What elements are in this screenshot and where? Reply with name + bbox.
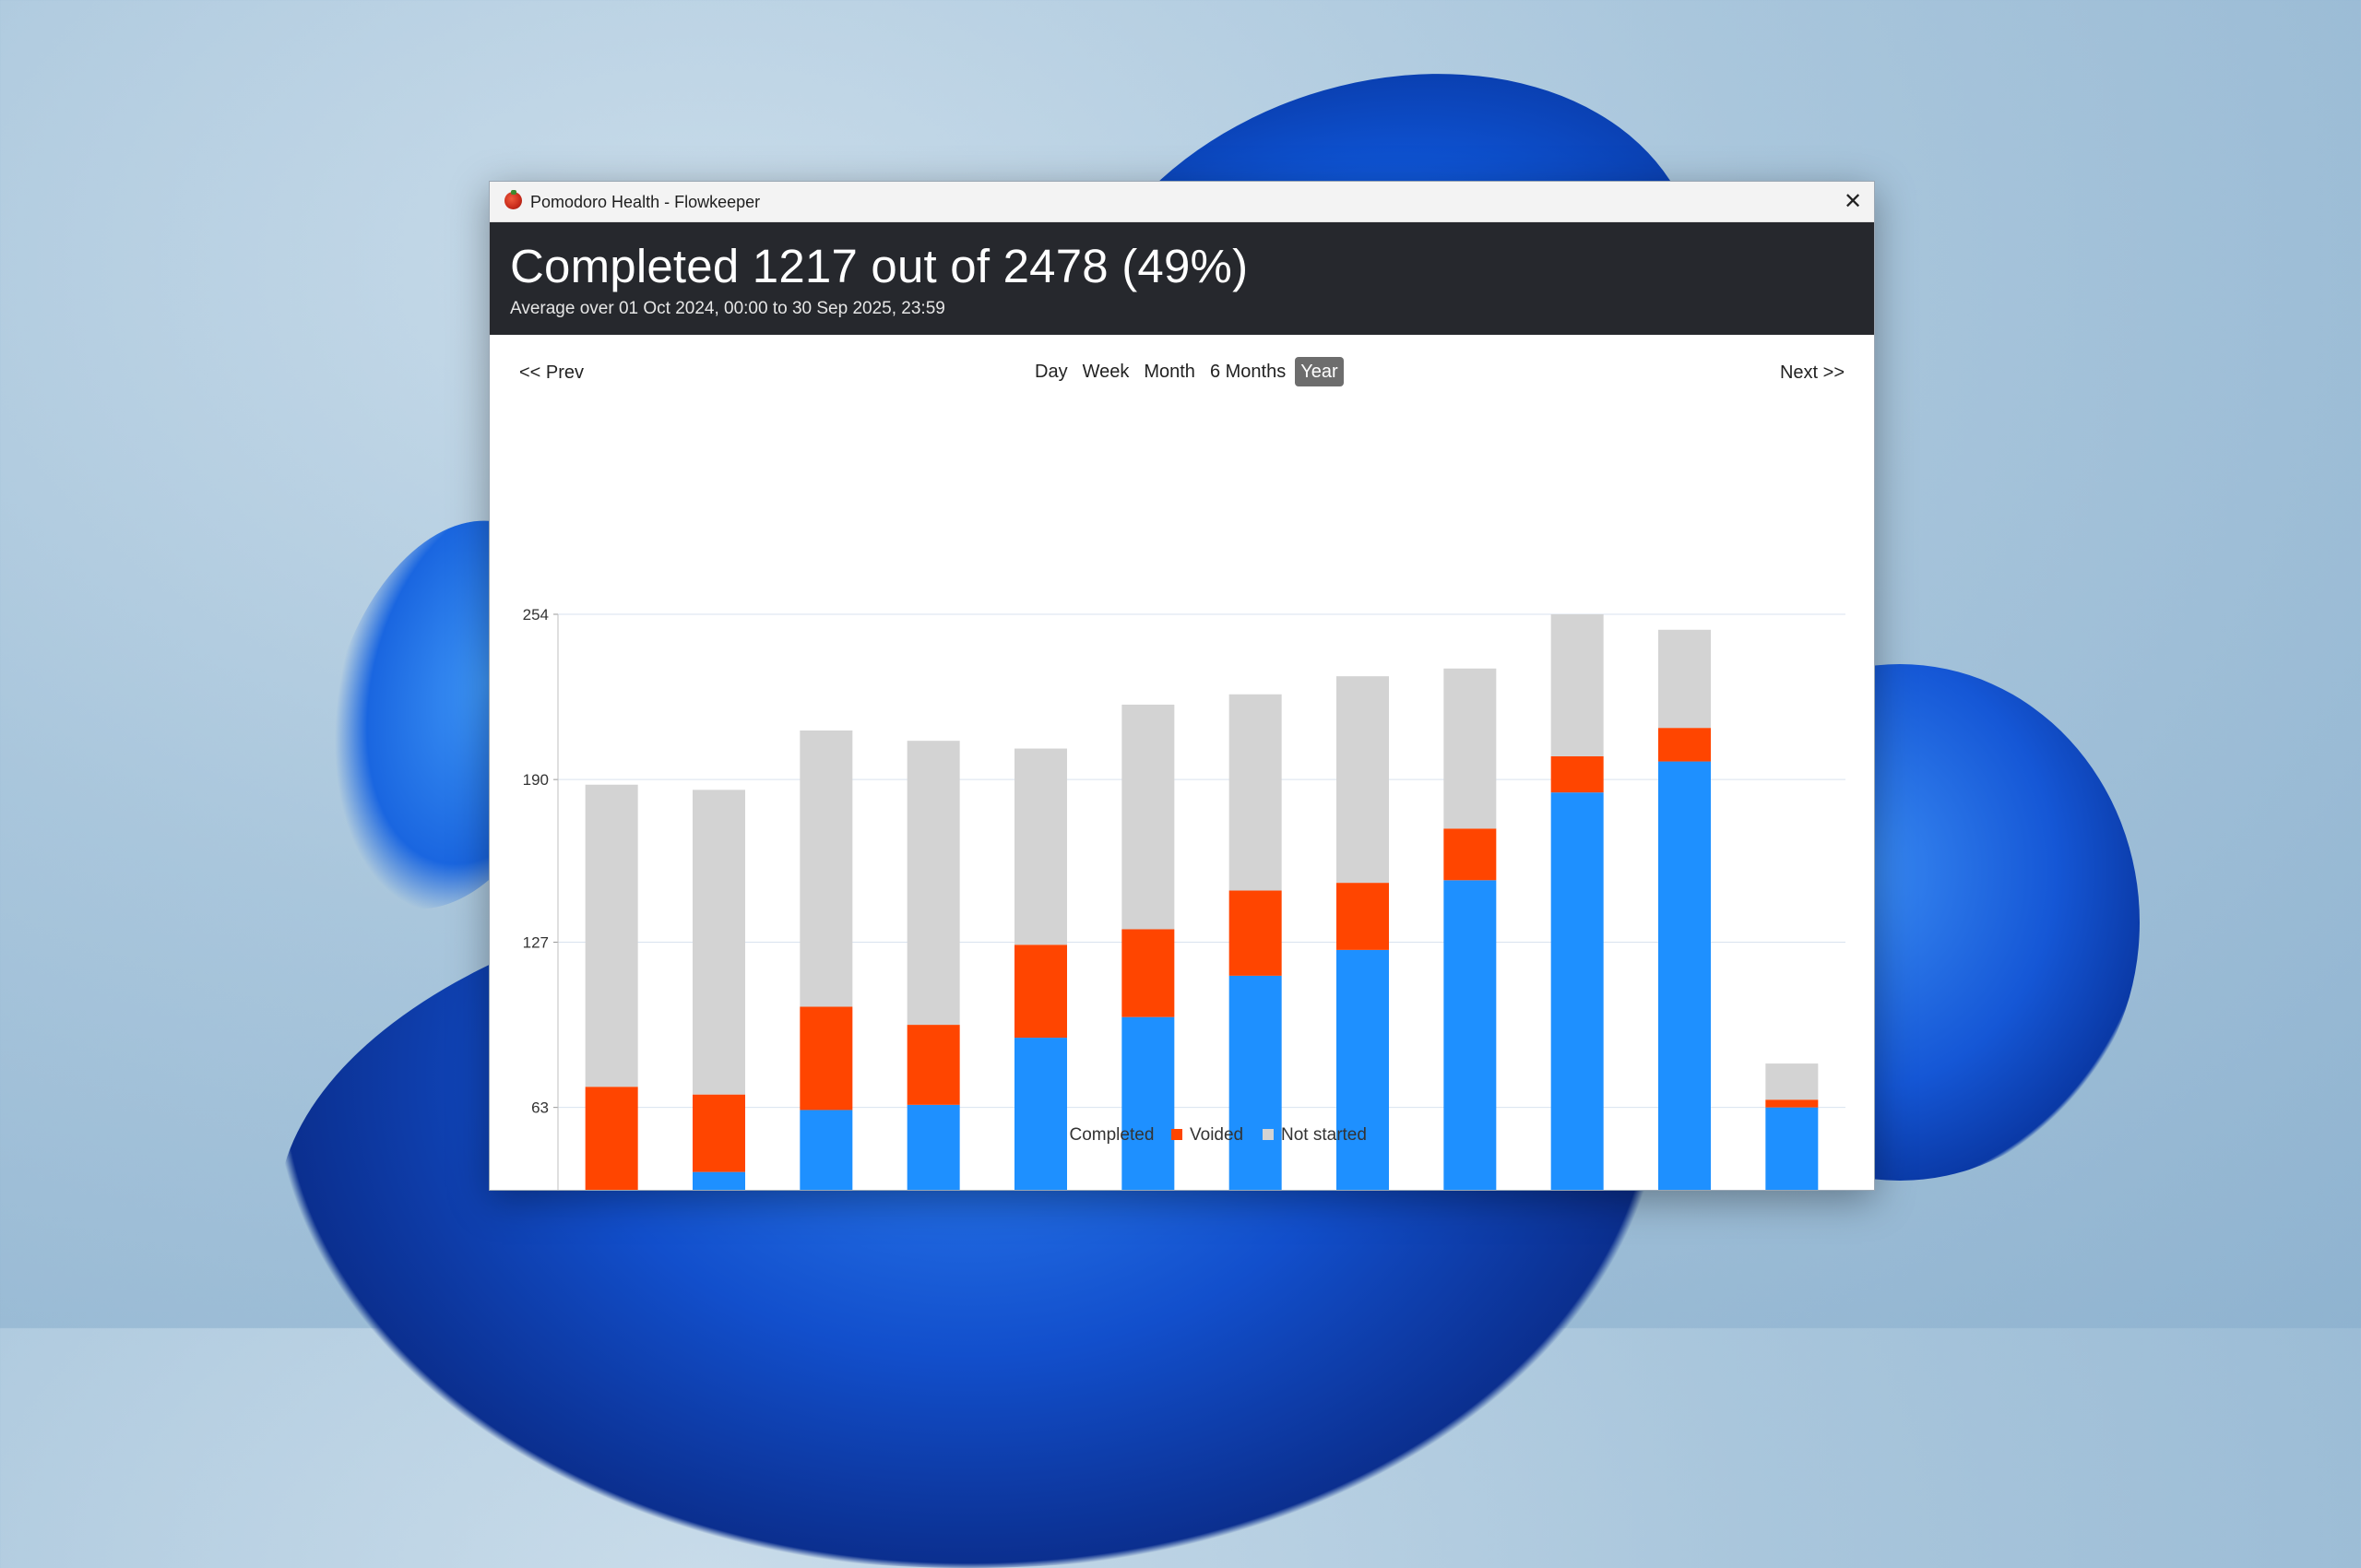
bar-completed <box>1228 975 1282 1270</box>
chart-area: 063127190254OctNovDecJanFebMarAprMayJunJ… <box>490 398 1874 1298</box>
bar-voided <box>1228 890 1282 976</box>
bar-voided <box>1550 755 1604 793</box>
period-navigation: << Prev Day Week Month 6 Months Year Nex… <box>490 335 1874 399</box>
bar-voided <box>1336 883 1389 950</box>
period-month[interactable]: Month <box>1144 362 1195 382</box>
summary-header: Completed 1217 out of 2478 (49%) Average… <box>490 222 1874 335</box>
legend-label: Voided <box>1190 1125 1243 1145</box>
period-year[interactable]: Year <box>1295 357 1344 386</box>
bar-not-started <box>1228 694 1282 891</box>
legend-swatch <box>1263 1129 1274 1140</box>
bar-not-started <box>1658 629 1711 729</box>
bar-completed <box>907 1104 960 1270</box>
title-bar[interactable]: Pomodoro Health - Flowkeeper ✕ <box>490 182 1874 222</box>
bar-completed <box>1014 1038 1067 1270</box>
bar-completed <box>693 1171 745 1270</box>
period-week[interactable]: Week <box>1082 362 1130 382</box>
bar-completed <box>1550 792 1604 1270</box>
legend-label: Not started <box>1281 1125 1367 1145</box>
bar-completed <box>800 1110 853 1270</box>
bar-voided <box>1658 728 1711 762</box>
bar-voided <box>800 1006 853 1111</box>
bar-completed <box>1336 949 1389 1270</box>
period-selector: Day Week Month 6 Months Year <box>1029 357 1344 386</box>
tomato-app-icon <box>504 190 522 209</box>
legend-swatch <box>1171 1129 1182 1140</box>
close-button[interactable]: ✕ <box>1843 189 1863 214</box>
bar-not-started <box>1443 668 1497 829</box>
prev-button[interactable]: << Prev <box>519 362 585 383</box>
app-window: Pomodoro Health - Flowkeeper ✕ Completed… <box>489 181 1875 1298</box>
stacked-bar-chart: 063127190254OctNovDecJanFebMarAprMayJunJ… <box>523 606 1845 1298</box>
y-tick-label: 127 <box>523 934 549 952</box>
period-day[interactable]: Day <box>1035 362 1068 382</box>
bar-not-started <box>907 741 960 1026</box>
bar-not-started <box>585 784 638 1087</box>
bar-completed <box>1658 761 1711 1270</box>
y-tick-label: 254 <box>523 606 549 624</box>
bar-voided <box>1121 929 1175 1017</box>
y-tick-label: 63 <box>531 1099 549 1117</box>
bar-not-started <box>1336 676 1389 884</box>
bar-not-started <box>693 790 745 1095</box>
bar-completed <box>1121 1016 1175 1270</box>
window-title: Pomodoro Health - Flowkeeper <box>530 193 761 211</box>
legend-label: Completed <box>1070 1125 1155 1145</box>
next-button[interactable]: Next >> <box>1779 362 1845 383</box>
bar-not-started <box>1014 748 1067 945</box>
bar-not-started <box>1121 704 1175 930</box>
bar-completed <box>1765 1107 1819 1270</box>
summary-title: Completed 1217 out of 2478 (49%) <box>510 240 1249 292</box>
bar-completed <box>1443 880 1497 1270</box>
bar-voided <box>907 1025 960 1105</box>
bar-not-started <box>1765 1063 1819 1100</box>
bar-not-started <box>1550 614 1604 756</box>
period-6-months[interactable]: 6 Months <box>1209 362 1287 382</box>
bar-voided <box>1014 944 1067 1039</box>
bar-voided <box>1765 1099 1819 1108</box>
bar-voided <box>1443 828 1497 881</box>
bar-not-started <box>800 730 853 1007</box>
summary-subtitle: Average over 01 Oct 2024, 00:00 to 30 Se… <box>510 299 945 318</box>
y-tick-label: 190 <box>523 771 549 789</box>
bar-voided <box>693 1094 745 1172</box>
bar-voided <box>585 1087 638 1191</box>
legend-swatch <box>1050 1129 1062 1140</box>
